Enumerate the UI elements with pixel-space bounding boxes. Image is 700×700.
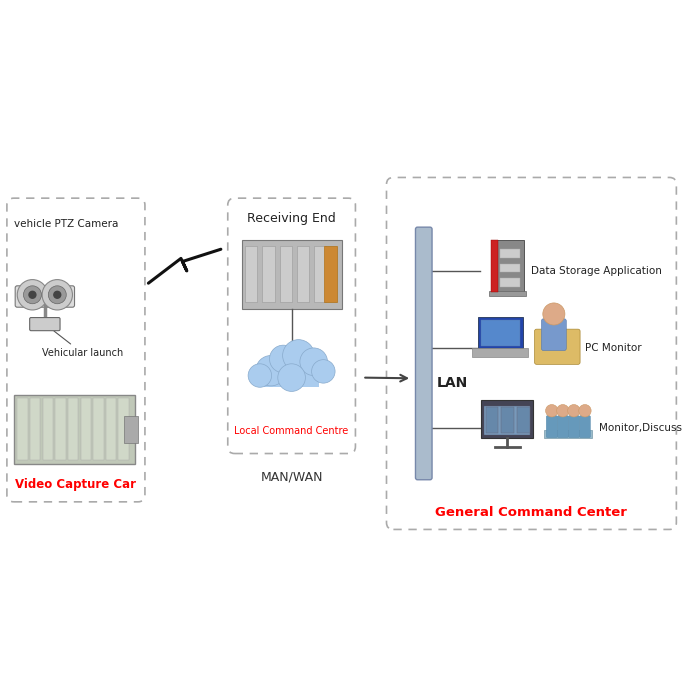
Text: Local Command Centre: Local Command Centre <box>234 426 349 436</box>
Circle shape <box>48 286 66 304</box>
FancyBboxPatch shape <box>473 348 528 357</box>
FancyBboxPatch shape <box>482 400 533 438</box>
Circle shape <box>24 286 41 304</box>
Circle shape <box>18 279 48 310</box>
FancyBboxPatch shape <box>43 398 53 461</box>
Text: Receiving End: Receiving End <box>247 212 336 225</box>
Text: PC Monitor: PC Monitor <box>585 344 641 354</box>
Circle shape <box>278 364 305 391</box>
Circle shape <box>545 405 558 417</box>
FancyBboxPatch shape <box>489 291 526 296</box>
FancyBboxPatch shape <box>486 407 498 433</box>
Circle shape <box>42 279 73 310</box>
Text: vehicle PTZ Camera: vehicle PTZ Camera <box>14 219 118 229</box>
FancyBboxPatch shape <box>30 398 41 461</box>
Text: MAN/WAN: MAN/WAN <box>260 471 323 484</box>
FancyBboxPatch shape <box>55 398 66 461</box>
Circle shape <box>542 303 565 325</box>
FancyBboxPatch shape <box>484 406 531 435</box>
Circle shape <box>556 405 569 417</box>
Circle shape <box>312 360 335 383</box>
FancyBboxPatch shape <box>517 407 530 433</box>
FancyBboxPatch shape <box>314 246 326 302</box>
FancyBboxPatch shape <box>297 246 309 302</box>
FancyBboxPatch shape <box>118 398 129 461</box>
FancyBboxPatch shape <box>106 398 116 461</box>
FancyBboxPatch shape <box>568 416 580 438</box>
FancyBboxPatch shape <box>491 240 524 292</box>
Text: Data Storage Application: Data Storage Application <box>531 267 662 276</box>
FancyBboxPatch shape <box>491 240 498 292</box>
FancyBboxPatch shape <box>478 317 523 349</box>
Text: Vehicular launch: Vehicular launch <box>42 331 123 358</box>
FancyBboxPatch shape <box>241 239 342 309</box>
FancyBboxPatch shape <box>14 395 134 464</box>
FancyBboxPatch shape <box>481 320 520 346</box>
Circle shape <box>300 348 328 375</box>
FancyBboxPatch shape <box>500 249 520 258</box>
FancyBboxPatch shape <box>68 398 78 461</box>
FancyBboxPatch shape <box>18 398 28 461</box>
FancyBboxPatch shape <box>580 416 590 438</box>
FancyBboxPatch shape <box>546 416 557 438</box>
Text: Monitor,Discuss: Monitor,Discuss <box>598 423 682 433</box>
FancyBboxPatch shape <box>541 318 566 351</box>
FancyBboxPatch shape <box>535 329 580 365</box>
Text: General Command Center: General Command Center <box>435 506 627 519</box>
FancyBboxPatch shape <box>124 416 138 443</box>
FancyBboxPatch shape <box>279 246 292 302</box>
Text: LAN: LAN <box>437 377 468 391</box>
FancyBboxPatch shape <box>264 370 319 386</box>
FancyBboxPatch shape <box>501 407 514 433</box>
FancyBboxPatch shape <box>557 416 568 438</box>
Circle shape <box>54 291 61 298</box>
Circle shape <box>579 405 591 417</box>
FancyBboxPatch shape <box>500 264 520 272</box>
Text: Video Capture Car: Video Capture Car <box>15 479 136 491</box>
Circle shape <box>568 405 580 417</box>
Circle shape <box>270 345 297 373</box>
FancyBboxPatch shape <box>500 279 520 286</box>
FancyBboxPatch shape <box>416 228 432 480</box>
FancyBboxPatch shape <box>245 246 258 302</box>
FancyBboxPatch shape <box>262 246 274 302</box>
Circle shape <box>248 364 272 387</box>
Circle shape <box>256 356 286 386</box>
FancyBboxPatch shape <box>324 246 337 302</box>
FancyBboxPatch shape <box>15 286 74 307</box>
FancyBboxPatch shape <box>29 318 60 330</box>
Circle shape <box>29 291 36 298</box>
FancyBboxPatch shape <box>93 398 104 461</box>
FancyBboxPatch shape <box>543 430 592 438</box>
Circle shape <box>283 340 314 372</box>
FancyBboxPatch shape <box>80 398 91 461</box>
